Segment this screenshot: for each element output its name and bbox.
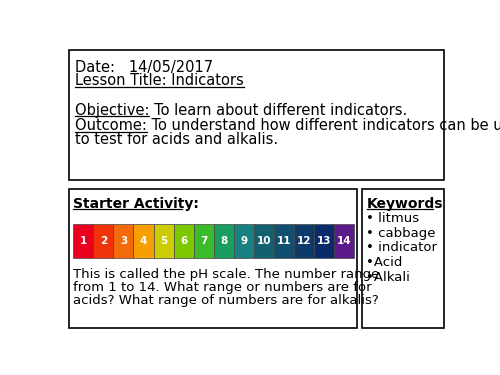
Text: This is called the pH scale. The number range: This is called the pH scale. The number … <box>74 267 380 280</box>
Text: to test for acids and alkalis.: to test for acids and alkalis. <box>75 132 278 147</box>
FancyBboxPatch shape <box>314 224 334 258</box>
Text: from 1 to 14. What range or numbers are for: from 1 to 14. What range or numbers are … <box>74 280 372 294</box>
FancyBboxPatch shape <box>134 224 154 258</box>
Text: • litmus: • litmus <box>366 212 418 225</box>
FancyBboxPatch shape <box>68 50 444 180</box>
Text: 10: 10 <box>256 236 271 246</box>
Text: • cabbage: • cabbage <box>366 227 435 240</box>
Text: • indicator: • indicator <box>366 242 436 254</box>
FancyBboxPatch shape <box>214 224 234 258</box>
Text: 14: 14 <box>336 236 351 246</box>
Text: Keywords: Keywords <box>367 197 444 211</box>
FancyBboxPatch shape <box>362 189 444 328</box>
Text: 4: 4 <box>140 236 147 246</box>
Text: Date:   14/05/2017: Date: 14/05/2017 <box>75 60 213 75</box>
Text: 1: 1 <box>80 236 87 246</box>
Text: Starter Activity:: Starter Activity: <box>74 197 199 211</box>
Text: Lesson Title: Indicators: Lesson Title: Indicators <box>75 74 243 88</box>
FancyBboxPatch shape <box>174 224 194 258</box>
Text: 13: 13 <box>316 236 331 246</box>
Text: •Acid: •Acid <box>366 256 402 269</box>
Text: 9: 9 <box>240 236 247 246</box>
FancyBboxPatch shape <box>154 224 174 258</box>
FancyBboxPatch shape <box>74 224 94 258</box>
FancyBboxPatch shape <box>68 189 357 328</box>
Text: Objective: To learn about different indicators.: Objective: To learn about different indi… <box>75 103 407 118</box>
Text: acids? What range of numbers are for alkalis?: acids? What range of numbers are for alk… <box>74 294 379 307</box>
FancyBboxPatch shape <box>274 224 294 258</box>
Text: 5: 5 <box>160 236 167 246</box>
FancyBboxPatch shape <box>194 224 214 258</box>
FancyBboxPatch shape <box>114 224 134 258</box>
Text: 7: 7 <box>200 236 207 246</box>
Text: 2: 2 <box>100 236 107 246</box>
Text: •Alkali: •Alkali <box>366 271 410 284</box>
Text: 3: 3 <box>120 236 127 246</box>
Text: 11: 11 <box>276 236 291 246</box>
Text: 6: 6 <box>180 236 187 246</box>
FancyBboxPatch shape <box>294 224 314 258</box>
Text: 12: 12 <box>296 236 311 246</box>
Text: Outcome: To understand how different indicators can be used: Outcome: To understand how different ind… <box>75 118 500 133</box>
FancyBboxPatch shape <box>334 224 354 258</box>
FancyBboxPatch shape <box>234 224 254 258</box>
FancyBboxPatch shape <box>254 224 274 258</box>
Text: 8: 8 <box>220 236 228 246</box>
FancyBboxPatch shape <box>94 224 114 258</box>
